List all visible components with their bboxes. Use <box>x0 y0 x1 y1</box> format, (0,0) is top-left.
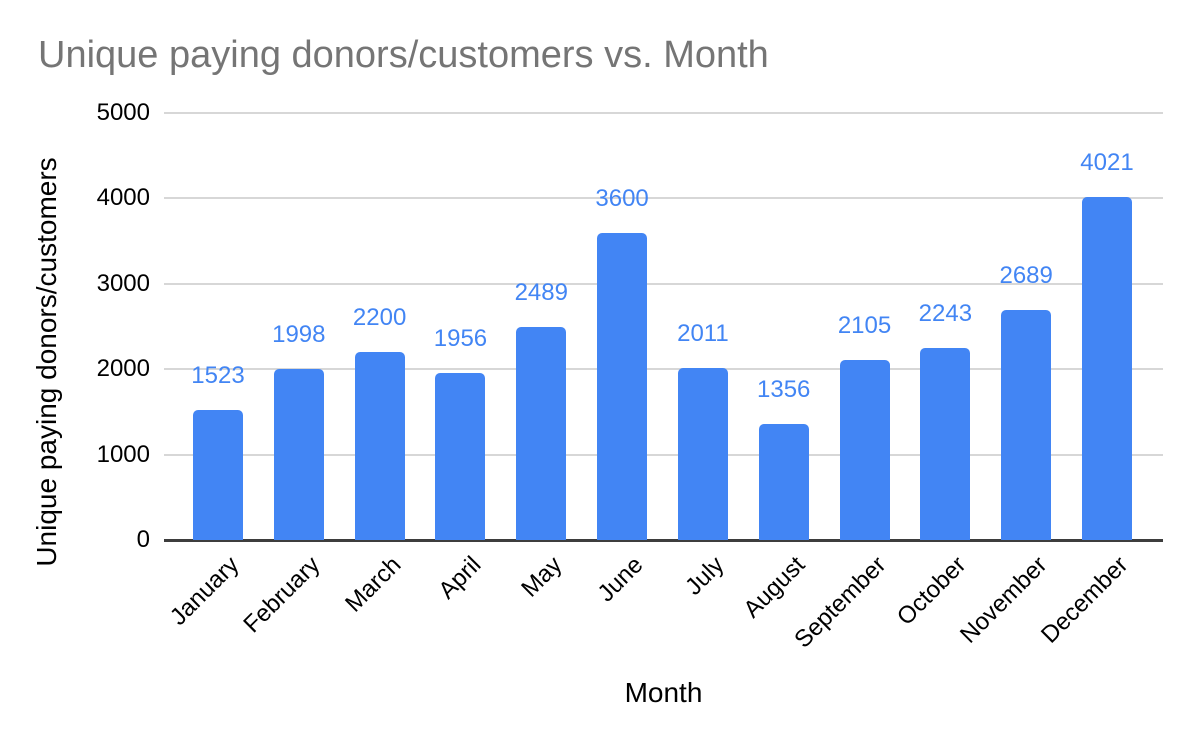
bar-january <box>193 409 243 540</box>
y-tick-label: 3000 <box>96 269 150 297</box>
bar-june <box>597 232 648 540</box>
gridline <box>164 282 1163 285</box>
y-tick-label: 0 <box>136 526 150 553</box>
bar-value-label: 2200 <box>352 304 407 332</box>
bar-value-label: 1356 <box>757 376 811 404</box>
y-tick-label: 2000 <box>96 355 150 383</box>
bar-value-label: 2243 <box>918 300 973 328</box>
gridline <box>164 197 1163 200</box>
bar-august <box>758 424 809 540</box>
bar-march <box>354 352 405 540</box>
gridline <box>164 112 1163 114</box>
gridline <box>164 453 1163 456</box>
x-axis-line <box>164 539 1163 542</box>
bar-value-label: 2105 <box>837 312 892 340</box>
bar-value-label: 3600 <box>595 184 649 212</box>
bar-july <box>677 368 728 540</box>
bar-may <box>516 327 567 540</box>
bar-november <box>1001 310 1052 540</box>
bar-value-label: 2011 <box>677 320 729 348</box>
bar-value-label: 1998 <box>272 321 326 349</box>
bar-december <box>1082 196 1132 540</box>
bar-value-label: 4021 <box>1080 148 1134 176</box>
y-tick-label: 1000 <box>96 440 150 468</box>
bar-october <box>920 348 971 540</box>
bar-value-label: 1956 <box>433 324 488 352</box>
bar-september <box>839 360 890 540</box>
bar-april <box>435 372 486 540</box>
y-tick-label: 5000 <box>96 99 150 126</box>
plot-area: 1523 1998 2200 1956 2489 3600 2011 1356 2105 2243… <box>164 112 1163 542</box>
gridline <box>164 368 1163 371</box>
x-axis-title: Month <box>624 677 703 708</box>
bar-value-label: 2489 <box>514 279 568 307</box>
y-tick-label: 4000 <box>96 184 150 212</box>
bar-value-label: 2689 <box>999 262 1053 290</box>
bar-value-label: 1523 <box>191 361 245 389</box>
bar-february <box>273 369 324 540</box>
chart-title: Unique paying donors/customers vs. Month <box>38 34 769 76</box>
